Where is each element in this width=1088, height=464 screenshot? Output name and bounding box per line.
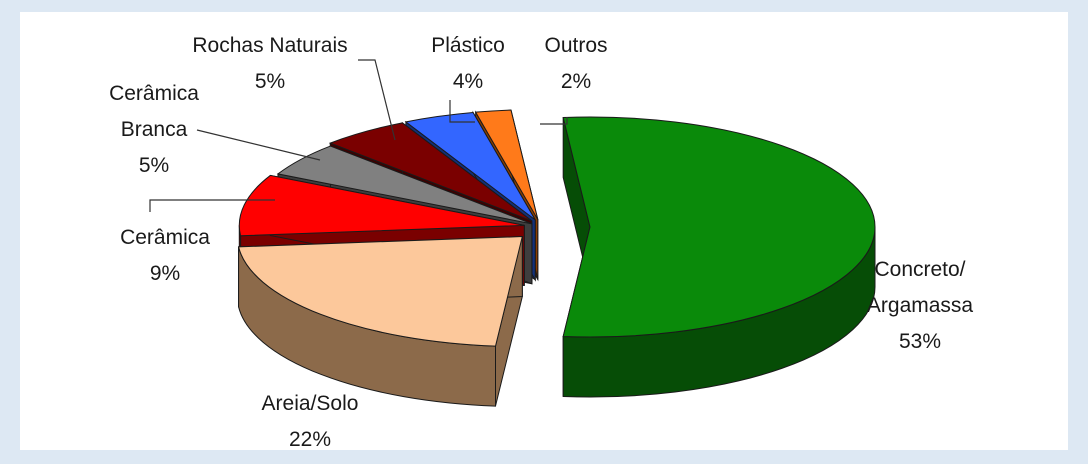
slices-layer xyxy=(237,109,876,407)
leader-line-outros xyxy=(540,117,568,125)
slice-top-concreto-argamassa xyxy=(562,116,876,338)
slice-top-cer-mica-branca xyxy=(276,145,533,225)
leader-line-pl-stico xyxy=(449,100,475,123)
leader-lines-layer xyxy=(149,59,568,212)
slice-top-cer-mica xyxy=(238,174,525,237)
chart-frame: Concreto/Argamassa 53% Areia/Solo 22% Cerâmi… xyxy=(20,12,1068,450)
slice-top-pl-stico xyxy=(404,112,536,221)
leader-line-cer-mica-branca xyxy=(196,129,321,161)
leader-line-cer-mica xyxy=(149,199,275,212)
data-label-cer-mica-branca: Cerâmica Branca 5% xyxy=(109,82,199,177)
data-label-outros: Outros 2% xyxy=(544,34,607,93)
slice-top-outros xyxy=(474,109,539,220)
pie-chart: Concreto/Argamassa 53% Areia/Solo 22% Cerâmi… xyxy=(109,34,973,450)
data-label-areia-solo: Areia/Solo 22% xyxy=(262,392,359,450)
data-label-concreto-argamassa: Concreto/Argamassa 53% xyxy=(867,258,974,353)
slice-areia-solo xyxy=(237,236,523,407)
labels-layer: Concreto/Argamassa 53% Areia/Solo 22% Cerâmi… xyxy=(109,34,973,450)
slice-top-rochas-naturais xyxy=(328,122,533,222)
data-label-cer-mica: Cerâmica 9% xyxy=(120,226,210,285)
leader-line-rochas-naturais xyxy=(358,59,396,141)
slice-concreto-argamassa xyxy=(562,116,876,398)
slice-top-areia-solo xyxy=(237,236,523,347)
data-label-rochas-naturais: Rochas Naturais 5% xyxy=(192,34,347,93)
data-label-pl-stico: Plástico 4% xyxy=(431,34,505,93)
